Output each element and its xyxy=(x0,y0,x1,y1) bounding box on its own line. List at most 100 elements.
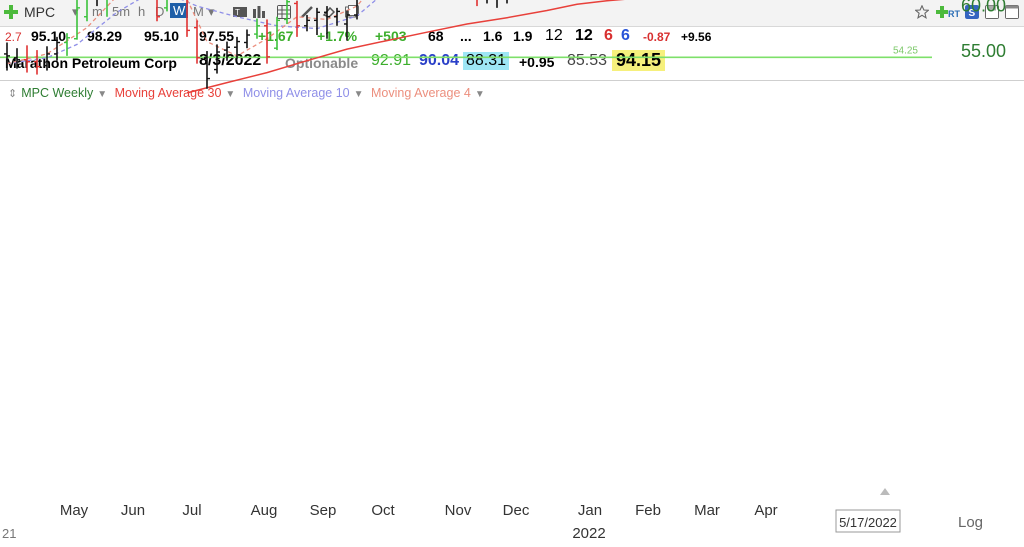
legend-ma30-chevron-icon[interactable]: ▼ xyxy=(225,89,236,100)
legend: ⇕ MPC Weekly ▼ Moving Average 30 ▼ Moving A… xyxy=(8,86,489,100)
ohlc-bar[interactable] xyxy=(254,18,260,39)
ohlc-bar[interactable] xyxy=(24,45,30,73)
ohlc-bar[interactable] xyxy=(314,7,320,36)
ohlc-bar[interactable] xyxy=(474,0,480,7)
x-tick-label: Oct xyxy=(371,502,395,519)
ohlc-bar[interactable] xyxy=(284,0,290,24)
ohlc-bar[interactable] xyxy=(184,0,190,37)
timeframe-h[interactable]: h xyxy=(138,4,146,19)
ohlc-bar[interactable] xyxy=(274,16,280,51)
bar-chart-icon[interactable] xyxy=(252,5,266,19)
level-label-1: 54.25 xyxy=(893,45,918,56)
chart-panel xyxy=(0,80,1024,547)
quote-p3: 88.31 xyxy=(463,52,510,70)
ohlc-bar[interactable] xyxy=(154,0,160,22)
ohlc-bar[interactable] xyxy=(334,7,340,26)
x-tick-label: Jun xyxy=(121,502,145,519)
svg-text:S: S xyxy=(969,8,976,19)
legend-main-chevron-icon[interactable]: ▼ xyxy=(97,89,108,100)
scroll-up-arrow-icon[interactable] xyxy=(880,488,890,495)
legend-ma10[interactable]: Moving Average 10 xyxy=(242,86,350,100)
ohlc-bar[interactable] xyxy=(204,51,210,89)
timeframe-w[interactable]: W xyxy=(170,3,189,18)
x-tick-label: Jul xyxy=(182,502,201,519)
add-alert-icon[interactable] xyxy=(935,5,949,19)
ohlc-bar[interactable] xyxy=(494,0,500,8)
date-marker-box xyxy=(835,509,901,533)
x-tick-label: Feb xyxy=(635,502,661,519)
date-marker-label: 5/17/2022 xyxy=(839,515,897,530)
ohlc-bar[interactable] xyxy=(304,14,310,32)
quote-v9: 6 xyxy=(621,27,630,44)
indicator-grid-icon[interactable] xyxy=(277,5,291,19)
legend-collapse-icon[interactable]: ⇕ xyxy=(8,88,18,100)
rt-badge[interactable]: RT xyxy=(948,9,960,19)
quote-low: 95.10 xyxy=(144,28,180,44)
ohlc-bar[interactable] xyxy=(194,20,200,64)
draw-pencil-icon[interactable] xyxy=(300,5,314,19)
timeframe-d[interactable]: D xyxy=(155,4,165,19)
text-tool-icon[interactable]: T xyxy=(233,5,247,19)
legend-ma30[interactable]: Moving Average 30 xyxy=(114,86,222,100)
log-scale-toggle[interactable]: Log xyxy=(958,514,983,531)
ohlc-bar[interactable] xyxy=(504,0,510,4)
scan-s-icon[interactable]: S xyxy=(965,5,979,19)
ohlc-bar[interactable] xyxy=(324,6,330,39)
y-tick-label: 60.00 xyxy=(961,0,1006,15)
symbol-label[interactable]: MPC xyxy=(24,4,56,20)
ohlc-bar[interactable] xyxy=(354,0,360,20)
ohlc-bar[interactable] xyxy=(264,19,270,64)
quote-v4: 1.6 xyxy=(483,28,503,44)
quote-p1: 92.91 xyxy=(371,52,412,69)
ohlc-bar[interactable] xyxy=(34,50,40,75)
ohlc-bar[interactable] xyxy=(64,33,70,56)
quote-date: 8/3/2022 xyxy=(199,52,262,69)
timeframe-m[interactable]: m xyxy=(92,4,103,19)
tool-dropdown-chevron-icon[interactable]: ▾ xyxy=(72,4,79,19)
ma30-line xyxy=(186,0,625,94)
quote-v2: 68 xyxy=(428,28,444,44)
ohlc-bar[interactable] xyxy=(104,0,110,17)
ohlc-bar[interactable] xyxy=(164,0,170,12)
x-tick-label: Nov xyxy=(445,502,472,519)
ohlc-bar[interactable] xyxy=(44,46,50,71)
optionable-badge: Optionable xyxy=(285,55,359,71)
x-tick-label: Aug xyxy=(251,502,278,519)
left-edge-label: 21 xyxy=(2,526,16,541)
ohlc-bar[interactable] xyxy=(214,44,220,74)
ohlc-bar[interactable] xyxy=(224,41,230,61)
toolbar: MPC ▾ m 5m h D W M ▾ T RT S xyxy=(0,0,1024,27)
quote-high: 98.29 xyxy=(87,28,123,44)
star-icon[interactable] xyxy=(915,5,929,19)
legend-ma10-chevron-icon[interactable]: ▼ xyxy=(353,89,364,100)
ohlc-bar[interactable] xyxy=(484,0,490,4)
legend-main[interactable]: MPC Weekly xyxy=(21,86,94,100)
quote-v0: 2.7 xyxy=(5,30,22,44)
x-tick-label: Sep xyxy=(310,502,337,519)
add-symbol-icon[interactable] xyxy=(4,5,18,19)
legend-ma4[interactable]: Moving Average 4 xyxy=(371,86,471,100)
ohlc-bar[interactable] xyxy=(4,42,10,71)
x-tick-label: Dec xyxy=(503,502,530,519)
ohlc-bar[interactable] xyxy=(74,0,80,40)
ohlc-bar[interactable] xyxy=(14,48,20,69)
ohlc-bar[interactable] xyxy=(54,36,60,61)
timeframe-chevron-icon[interactable]: ▾ xyxy=(208,4,215,19)
ohlc-bar[interactable] xyxy=(244,29,250,49)
company-name: Marathon Petroleum Corp xyxy=(5,55,177,71)
window-icon[interactable] xyxy=(1005,5,1019,19)
save-icon[interactable] xyxy=(985,5,999,19)
quote-v6: 12 xyxy=(545,27,563,44)
ohlc-bar[interactable] xyxy=(294,0,300,37)
quote-v7: 12 xyxy=(575,27,593,44)
x-tick-label: Mar xyxy=(694,502,720,519)
ohlc-bar[interactable] xyxy=(94,0,100,7)
x-tick-label: Jan xyxy=(578,502,602,519)
ohlc-bar[interactable] xyxy=(234,36,240,59)
quote-v5: 1.9 xyxy=(513,28,533,44)
legend-ma4-chevron-icon[interactable]: ▼ xyxy=(474,89,485,100)
timeframe-mo[interactable]: M xyxy=(193,4,204,19)
ohlc-bar[interactable] xyxy=(84,0,90,22)
ohlc-bar[interactable] xyxy=(344,10,350,41)
